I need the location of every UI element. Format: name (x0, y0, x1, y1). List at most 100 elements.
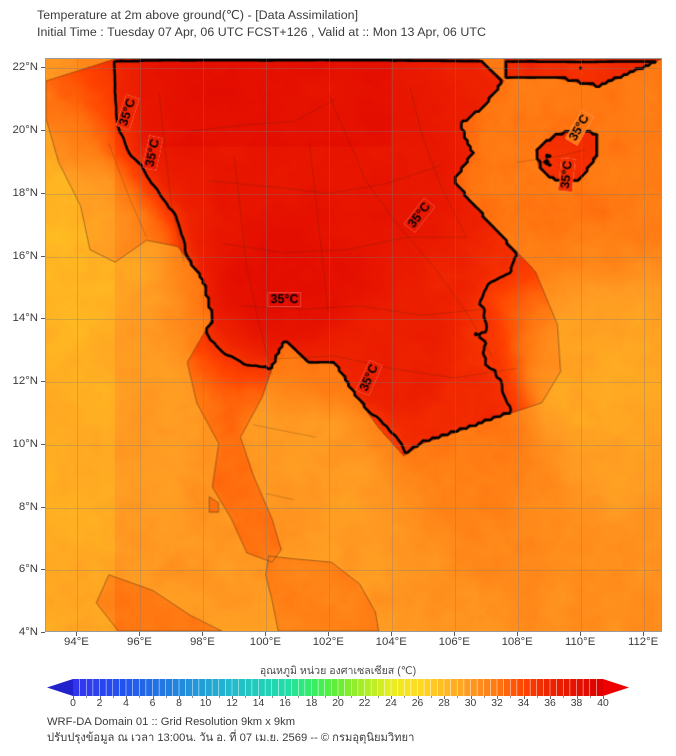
colorbar-segment (351, 679, 358, 696)
colorbar-segment (145, 679, 153, 696)
y-tick-mark (41, 318, 45, 320)
colorbar-segment (198, 679, 206, 696)
colorbar-segment (285, 679, 292, 696)
gridline-parallel (46, 68, 661, 70)
colorbar-minor-tick (271, 696, 273, 698)
colorbar-tick-mark (205, 696, 207, 699)
colorbar-segment (463, 679, 471, 696)
y-tick-label: 22°N (12, 61, 38, 74)
colorbar-segment (106, 679, 113, 696)
x-tick-mark (517, 632, 519, 636)
colorbar-segment (530, 679, 537, 696)
colorbar-tick-mark (152, 696, 154, 699)
colorbar-title: อุณหภูมิ หน่วย องศาเซลเซียส (℃) (259, 665, 417, 677)
colorbar-tick-label: 28 (438, 698, 450, 709)
chart-title-block: Temperature at 2m above ground(℃) - [Dat… (37, 7, 657, 41)
colorbar-segment (225, 679, 233, 696)
colorbar-segment (331, 679, 339, 696)
gridline-meridian (77, 59, 79, 631)
colorbar-strip (47, 679, 629, 696)
colorbar-segment (563, 679, 570, 696)
colorbar-segment (477, 679, 484, 696)
colorbar-segment (490, 679, 498, 696)
colorbar-segment (73, 679, 80, 696)
colorbar-tick-label: 16 (279, 698, 291, 709)
colorbar-minor-tick (351, 696, 353, 698)
colorbar-tick-mark (576, 696, 578, 699)
colorbar-segment (99, 679, 107, 696)
x-tick-mark (454, 632, 456, 636)
colorbar-segment (497, 679, 504, 696)
y-tick-mark (41, 443, 45, 445)
colorbar-segment (318, 679, 325, 696)
colorbar-tick-mark (497, 696, 498, 699)
gridline-meridian (455, 59, 457, 631)
weather-map-figure: 94°E 96°E 98°E 100°E 102°E 104°E 106°E 108°E 110… (12, 58, 662, 648)
colorbar-tick-mark (338, 696, 339, 699)
y-tick-mark (41, 192, 45, 194)
colorbar-segment (450, 679, 458, 696)
gridline-meridian (203, 59, 205, 631)
colorbar-segment (172, 679, 180, 696)
colorbar-segment (238, 679, 246, 696)
colorbar-gradient-svg (47, 679, 629, 696)
y-tick-label: 4°N (18, 626, 38, 638)
colorbar-minor-tick (510, 696, 512, 698)
colorbar-tick-label: 8 (176, 698, 182, 709)
y-tick-mark (41, 67, 45, 69)
colorbar-tick-label: 6 (149, 698, 156, 709)
gridline-parallel (46, 382, 661, 384)
colorbar-segment (397, 679, 405, 696)
colorbar-segment (232, 679, 239, 696)
colorbar-minor-tick (377, 696, 379, 698)
colorbar-tick-label: 34 (517, 698, 530, 709)
colorbar-segment (324, 679, 332, 696)
colorbar-minor-tick (430, 696, 432, 698)
x-tick-mark (139, 632, 141, 636)
colorbar-segment (192, 679, 199, 696)
colorbar-segment (92, 679, 100, 696)
colorbar-tick-mark (417, 696, 419, 699)
x-tick-mark (643, 632, 645, 636)
x-tick-mark (76, 632, 78, 636)
colorbar-segment (424, 679, 431, 696)
colorbar-tick-label: 4 (123, 698, 129, 709)
colorbar-segment (503, 679, 511, 696)
colorbar-segment (543, 679, 551, 696)
colorbar-segment (430, 679, 438, 696)
y-tick-label: 6°N (18, 563, 38, 576)
colorbar-segment (444, 679, 451, 696)
gridline-meridian (140, 59, 142, 631)
colorbar-segment (510, 679, 517, 696)
colorbar-segment (265, 679, 272, 696)
colorbar-segment (251, 679, 259, 696)
colorbar-tick-mark (603, 696, 604, 699)
colorbar-segment (371, 679, 378, 696)
colorbar-segment (523, 679, 531, 696)
colorbar-tick-mark (179, 696, 180, 699)
x-tick-label: 106°E (438, 636, 470, 648)
colorbar-segment (258, 679, 266, 696)
colorbar-segment (384, 679, 392, 696)
colorbar-tick-label: 24 (385, 698, 397, 709)
colorbar-segment (212, 679, 219, 696)
map-plot-area[interactable] (45, 58, 662, 632)
colorbar-minor-tick (536, 696, 538, 698)
colorbar-segment (218, 679, 226, 696)
colorbar-tick-label: 10 (199, 698, 212, 709)
colorbar-tick-label: 30 (464, 698, 477, 709)
colorbar-minor-tick (86, 696, 88, 698)
x-tick-label: 96°E (127, 636, 152, 648)
colorbar-tick-label: 12 (226, 698, 238, 709)
colorbar-minor-tick (192, 696, 194, 698)
colorbar-segment (79, 679, 87, 696)
colorbar-segment (132, 679, 140, 696)
gridline-meridian (392, 59, 394, 631)
colorbar-segment (126, 679, 133, 696)
colorbar-segment (483, 679, 491, 696)
colorbar-segment (291, 679, 299, 696)
gridline-meridian (329, 59, 331, 631)
colorbar-tick-mark (232, 696, 233, 699)
colorbar-minor-tick (457, 696, 459, 698)
colorbar-segment (596, 679, 604, 696)
